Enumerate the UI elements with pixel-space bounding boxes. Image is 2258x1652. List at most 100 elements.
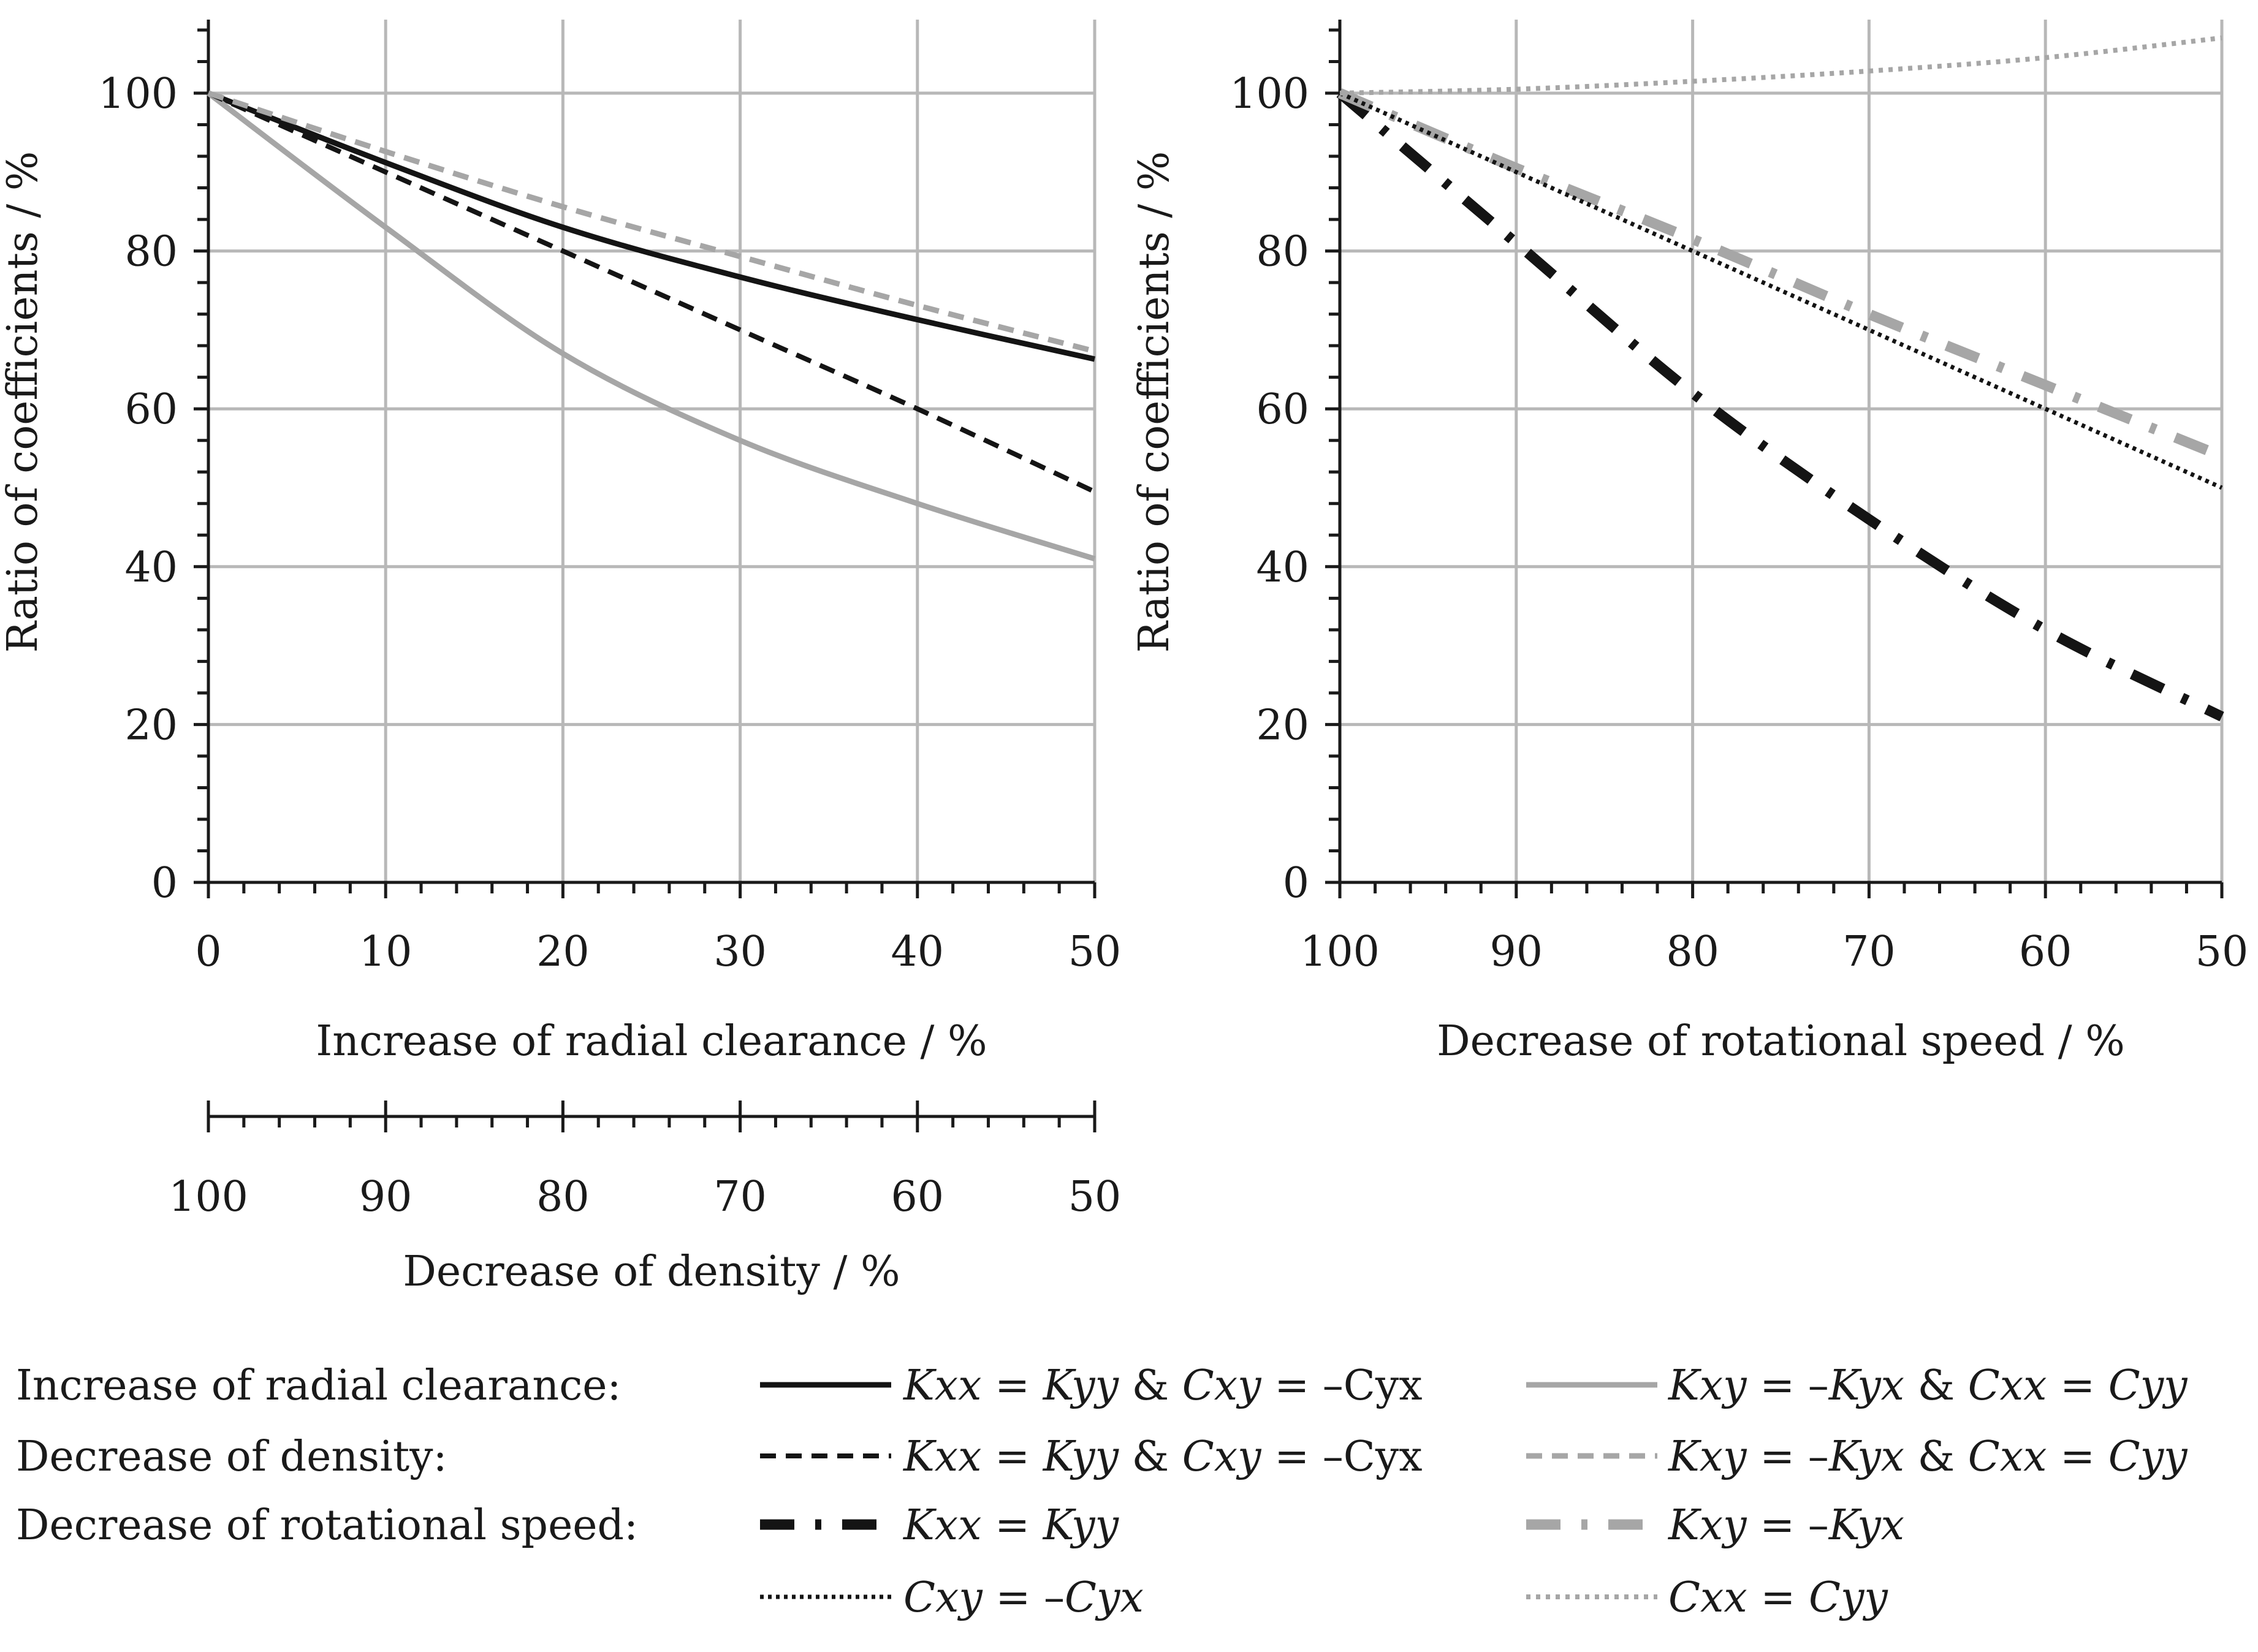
legend-entry-label: Kxy = –Kyx & Cxx = Cyy xyxy=(1667,1433,2188,1481)
x-tick-label: 50 xyxy=(2195,928,2249,976)
legend-entry-label: Cxx = Cyy xyxy=(1668,1574,1888,1622)
legend-entry-part: Kxy xyxy=(1667,1501,1747,1550)
series-group xyxy=(1336,35,2224,722)
legend-entry-part: Cyx xyxy=(1065,1574,1144,1622)
y-tick-label: 20 xyxy=(124,701,178,749)
legend-entry-part: Kxx xyxy=(902,1433,982,1481)
legend-entry-part: Kyy xyxy=(1042,1362,1120,1410)
legend-entry-part: = xyxy=(982,1433,1043,1481)
legend-entry-part: Kxy xyxy=(1667,1433,1747,1481)
legend-entry-part: Kyx xyxy=(1828,1501,1904,1550)
y-tick-label: 80 xyxy=(124,228,178,276)
y-tick-label: 20 xyxy=(1256,701,1309,749)
series-line-2 xyxy=(207,91,1096,562)
legend-entry-part: Cxx xyxy=(1968,1433,2047,1481)
secondary-tick-label: 80 xyxy=(536,1173,590,1221)
y-axis-title: Ratio of coefficients / % xyxy=(0,151,47,653)
x-tick-label: 20 xyxy=(536,928,590,976)
chart-panel-1: 0 20 40 60 80 100 0 10 20 30 40 50 Ratio of coeffici… xyxy=(0,20,1121,1296)
legend-group-label: Decrease of rotational speed: xyxy=(16,1501,638,1550)
legend-entry-part: = xyxy=(2047,1362,2108,1410)
x-tick-label: 50 xyxy=(1068,928,1122,976)
x-tick-label: 70 xyxy=(1842,928,1896,976)
y-tick-label: 0 xyxy=(151,859,178,907)
legend-entry-part: Kxx xyxy=(902,1501,982,1550)
legend-entry-label: Kxx = Kyy xyxy=(902,1501,1120,1550)
legend-entry-part: Kyy xyxy=(1042,1433,1120,1481)
legend-entry-part: Cyy xyxy=(2108,1433,2188,1481)
x-tick-label: 60 xyxy=(2019,928,2072,976)
series-line-1 xyxy=(1336,89,2224,722)
legend-entry-part: = –Cyx xyxy=(1261,1433,1423,1481)
legend-entry-part: & xyxy=(1904,1362,1968,1410)
legend-entry-part: Kyx xyxy=(1828,1362,1904,1410)
y-tick-label: 0 xyxy=(1283,859,1309,907)
legend-entry-part: = xyxy=(2047,1433,2108,1481)
y-tick-label: 40 xyxy=(1256,544,1309,592)
legend-entry-part: Cyy xyxy=(2108,1362,2188,1410)
legend-entry-part: Kxx xyxy=(902,1362,982,1410)
legend-entry-part: = xyxy=(982,1362,1043,1410)
x-tick-label: 80 xyxy=(1666,928,1719,976)
legend-entry-label: Kxy = –Kyx & Cxx = Cyy xyxy=(1667,1362,2188,1410)
series-line-1 xyxy=(207,90,1095,362)
gridlines xyxy=(1340,20,2224,882)
y-tick-label: 60 xyxy=(124,385,178,434)
legend-entry-part: Cxx xyxy=(1968,1362,2047,1410)
legend-entry-part: = – xyxy=(1747,1433,1829,1481)
x-axis-title: Increase of radial clearance / % xyxy=(316,1017,987,1066)
legend-group-label: Decrease of density: xyxy=(16,1433,447,1481)
legend-entry-part: & xyxy=(1119,1433,1182,1481)
legend-entry-part: = xyxy=(1747,1574,1809,1622)
legend-entry-part: Kyy xyxy=(1042,1501,1120,1550)
gridlines xyxy=(208,20,1097,882)
legend-entry-part: = – xyxy=(983,1574,1065,1622)
series-line-4 xyxy=(207,90,1096,354)
x-tick-label: 30 xyxy=(713,928,767,976)
legend: Increase of radial clearance: Kxx = Kyy &… xyxy=(16,1362,2188,1622)
y-axis-title: Ratio of coefficients / % xyxy=(1130,151,1179,653)
legend-entry-part: Cxy xyxy=(903,1574,983,1622)
y-tick-label: 100 xyxy=(1230,70,1309,118)
y-tick-label: 40 xyxy=(124,544,178,592)
series-line-2 xyxy=(1337,88,2224,461)
legend-entry-part: Cyy xyxy=(1809,1574,1888,1622)
secondary-tick-label: 100 xyxy=(169,1173,248,1221)
legend-entry-label: Kxy = –Kyx xyxy=(1667,1501,1904,1550)
series-line-3 xyxy=(1339,91,2223,490)
x-tick-label: 0 xyxy=(195,928,221,976)
legend-entry-part: = – xyxy=(1747,1501,1829,1550)
legend-entry-part: = –Cyx xyxy=(1261,1362,1423,1410)
legend-entry-part: & xyxy=(1904,1433,1968,1481)
legend-entry-label: Kxx = Kyy & Cxy = –Cyx xyxy=(902,1433,1423,1481)
x-tick-label: 90 xyxy=(1490,928,1543,976)
y-tick-label: 100 xyxy=(98,70,178,118)
legend-entry-part: Kxy xyxy=(1667,1362,1747,1410)
legend-entry-label: Cxy = –Cyx xyxy=(903,1574,1144,1622)
legend-entry-part: Cxy xyxy=(1182,1433,1262,1481)
chart-panel-2: 0 20 40 60 80 100 100 90 80 70 60 50 Ratio of coeffi… xyxy=(1130,20,2248,1066)
axes xyxy=(1325,20,2224,898)
secondary-tick-label: 90 xyxy=(359,1173,412,1221)
secondary-x-axis: 100 90 80 70 60 50 Decrease of density / % xyxy=(169,1101,1121,1296)
x-tick-label: 100 xyxy=(1300,928,1380,976)
secondary-axis-title: Decrease of density / % xyxy=(403,1248,900,1296)
legend-group-label: Increase of radial clearance: xyxy=(16,1362,621,1410)
series-line-3 xyxy=(207,91,1096,494)
legend-entry-part: Cxx xyxy=(1668,1574,1747,1622)
legend-entry-part: Cxy xyxy=(1182,1362,1262,1410)
legend-entry-part: = – xyxy=(1747,1362,1829,1410)
secondary-tick-label: 60 xyxy=(891,1173,945,1221)
y-tick-label: 80 xyxy=(1256,228,1309,276)
legend-entry-label: Kxx = Kyy & Cxy = –Cyx xyxy=(902,1362,1423,1410)
x-tick-label: 10 xyxy=(359,928,412,976)
legend-entry-part: & xyxy=(1119,1362,1182,1410)
secondary-tick-label: 50 xyxy=(1068,1173,1122,1221)
legend-entry-part: Kyx xyxy=(1828,1433,1904,1481)
y-tick-label: 60 xyxy=(1256,385,1309,434)
series-line-4 xyxy=(1339,35,2222,96)
series-group xyxy=(207,90,1096,562)
axes xyxy=(194,20,1097,898)
x-axis-title: Decrease of rotational speed / % xyxy=(1437,1017,2125,1066)
